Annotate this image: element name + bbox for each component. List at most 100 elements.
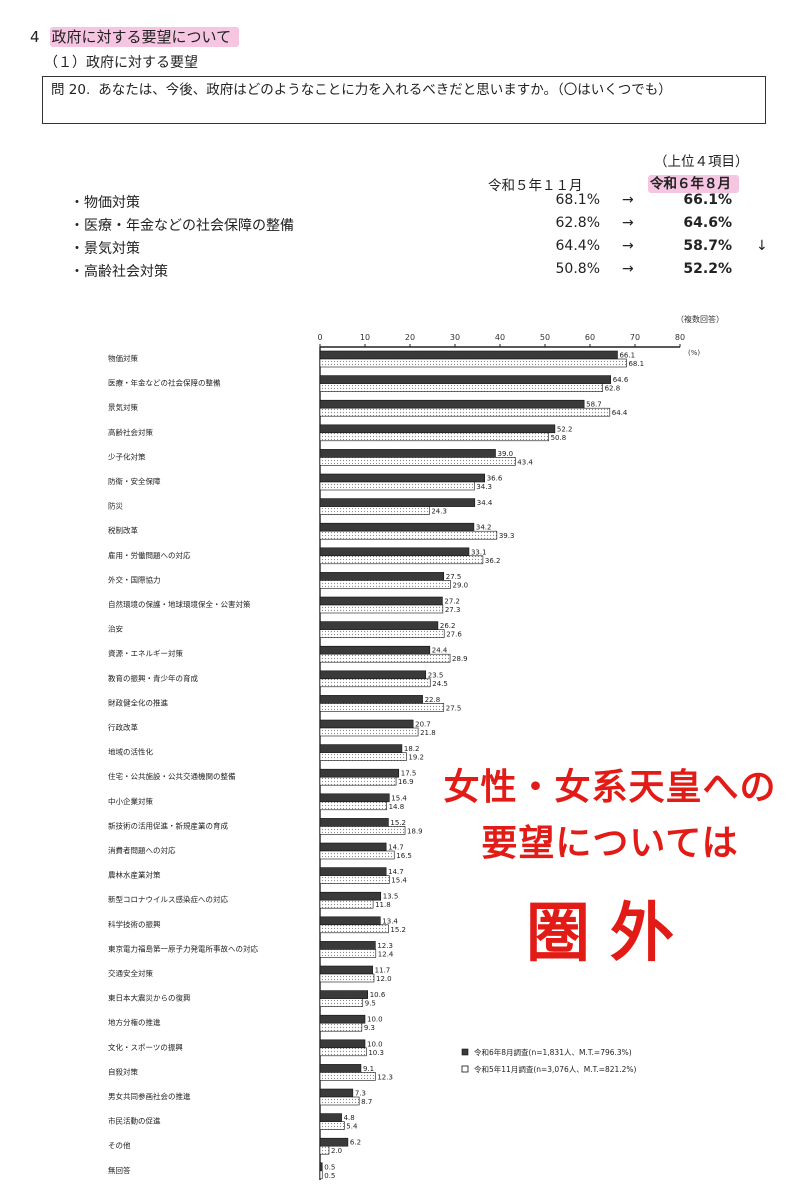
- value-label-r5: 15.4: [391, 877, 407, 885]
- bar-r6: [319, 424, 556, 434]
- category-label: 新技術の活用促進・新規産業の育成: [108, 820, 228, 830]
- value-label-r5: 36.2: [485, 557, 501, 565]
- category-label: 外交・国際協力: [108, 574, 161, 584]
- top4-prev-header: 令和５年１１月: [488, 178, 583, 194]
- category-label: 資源・エネルギー対策: [108, 648, 183, 658]
- bar-r5: [319, 850, 395, 860]
- category-label: 財政健全化の推進: [108, 697, 168, 707]
- top4-curr-header: 令和６年８月: [648, 172, 739, 193]
- unit-label: (%): [688, 349, 700, 357]
- value-label-r6: 39.0: [498, 450, 514, 458]
- x-tick-label: 80: [675, 333, 685, 342]
- overlay-line-1: 女性・女系天皇への: [443, 767, 777, 808]
- value-label-r5: 21.8: [420, 729, 436, 737]
- bar-r5: [319, 555, 484, 565]
- value-label-r5: 2.0: [331, 1147, 342, 1155]
- question-box: 問 20. あなたは、今後、政府はどのようなことに力を入れるべきだと思いますか。（…: [42, 76, 766, 124]
- top4-label: ・医療・年金などの社会保障の整備: [70, 218, 294, 234]
- bar-r6: [319, 768, 400, 778]
- top4-curr: 66.1%: [683, 192, 732, 208]
- category-label: 地方分権の推進: [108, 1017, 161, 1027]
- category-label: 税制改革: [108, 525, 138, 535]
- value-label-r5: 43.4: [517, 458, 533, 466]
- top4-curr: 64.6%: [683, 215, 732, 231]
- value-label-r5: 34.3: [476, 483, 492, 491]
- value-label-r5: 8.7: [361, 1098, 372, 1106]
- bar-r5: [319, 481, 475, 491]
- bar-r5: [319, 1121, 345, 1130]
- category-label: 行政改革: [108, 722, 138, 732]
- value-label-r6: 18.2: [404, 745, 420, 753]
- category-label: 自然環境の保護・地球環境保全・公害対策: [108, 599, 251, 609]
- bar-r6: [319, 695, 423, 704]
- category-label: 交通安全対策: [108, 968, 153, 978]
- bar-r6: [319, 744, 403, 753]
- bar-r5: [319, 604, 444, 614]
- top4-label: ・物価対策: [70, 195, 140, 211]
- category-label: 少子化対策: [108, 451, 146, 461]
- value-label-r6: 17.5: [401, 770, 417, 778]
- value-label-r5: 12.4: [378, 950, 394, 958]
- bar-r5: [319, 1145, 330, 1155]
- value-label-r6: 13.5: [383, 893, 399, 901]
- value-label-r6: 10.0: [367, 1016, 383, 1024]
- value-label-r5: 28.9: [452, 655, 468, 663]
- bar-r6: [319, 965, 373, 975]
- value-label-r5: 18.9: [407, 827, 423, 835]
- bar-r6: [319, 941, 376, 950]
- value-label-r6: 9.1: [363, 1065, 374, 1073]
- bar-r5: [319, 530, 498, 540]
- top4-prev: 50.8%: [555, 261, 600, 277]
- category-label: 市民活動の促進: [108, 1116, 161, 1126]
- value-label-r5: 27.6: [446, 631, 462, 639]
- top4-row: ・景気対策 64.4% → 58.7% ↓: [70, 238, 770, 261]
- value-label-r5: 9.3: [364, 1024, 375, 1032]
- bar-r6: [319, 1064, 362, 1073]
- bar-r6: [319, 522, 475, 532]
- value-label-r5: 27.3: [445, 606, 461, 614]
- bar-r6: [319, 473, 485, 483]
- bar-r5: [319, 678, 431, 688]
- value-label-r5: 11.8: [375, 901, 391, 909]
- bar-r6: [319, 1014, 366, 1024]
- bar-r5: [319, 1047, 367, 1057]
- value-label-r6: 7.3: [355, 1090, 366, 1098]
- category-label: 高齢社会対策: [108, 427, 153, 437]
- bar-r5: [319, 1096, 360, 1106]
- bar-r5: [319, 506, 430, 515]
- value-label-r5: 12.0: [376, 975, 392, 983]
- value-label-r5: 16.9: [398, 778, 414, 786]
- top4-label: ・景気対策: [70, 241, 140, 257]
- value-label-r6: 58.7: [586, 401, 602, 409]
- category-label: 自殺対策: [108, 1066, 138, 1076]
- bar-r5: [319, 924, 389, 934]
- value-label-r6: 12.3: [377, 942, 393, 950]
- bar-r6: [319, 1113, 342, 1122]
- category-label: 防災: [108, 501, 123, 511]
- bar-r5: [319, 899, 374, 909]
- overlay-line-3: 圏外: [526, 897, 694, 971]
- bar-r6: [319, 572, 445, 581]
- arrow-icon: →: [622, 238, 634, 254]
- bar-r5: [319, 1170, 323, 1180]
- legend-swatch-r5: [461, 1065, 469, 1073]
- top4-row: ・医療・年金などの社会保障の整備 62.8% → 64.6%: [70, 215, 770, 238]
- value-label-r6: 15.4: [391, 794, 407, 802]
- value-label-r6: 11.7: [375, 967, 391, 975]
- category-label: 治安: [108, 624, 123, 634]
- question-text: あなたは、今後、政府はどのようなことに力を入れるべきだと思いますか。（〇はいくつ…: [98, 82, 672, 98]
- chart-note: （複数回答）: [676, 314, 724, 324]
- overlay-note: 女性・女系天皇への 要望については 圏外: [430, 760, 790, 982]
- top4-row: ・高齢社会対策 50.8% → 52.2%: [70, 261, 770, 284]
- value-label-r5: 19.2: [408, 754, 424, 762]
- legend-label-r5: 令和5年11月調査(n=3,076人、M.T.=821.2%): [474, 1064, 637, 1074]
- x-tick-label: 30: [450, 333, 460, 342]
- value-label-r5: 27.5: [446, 704, 462, 712]
- category-label: 消費者問題への対応: [108, 845, 176, 855]
- bar-r5: [319, 457, 516, 466]
- bar-r6: [319, 1039, 366, 1049]
- bar-r6: [319, 350, 618, 360]
- value-label-r6: 34.2: [476, 524, 492, 532]
- bar-r6: [319, 670, 427, 680]
- subsection-title: （１）政府に対する要望: [44, 55, 198, 71]
